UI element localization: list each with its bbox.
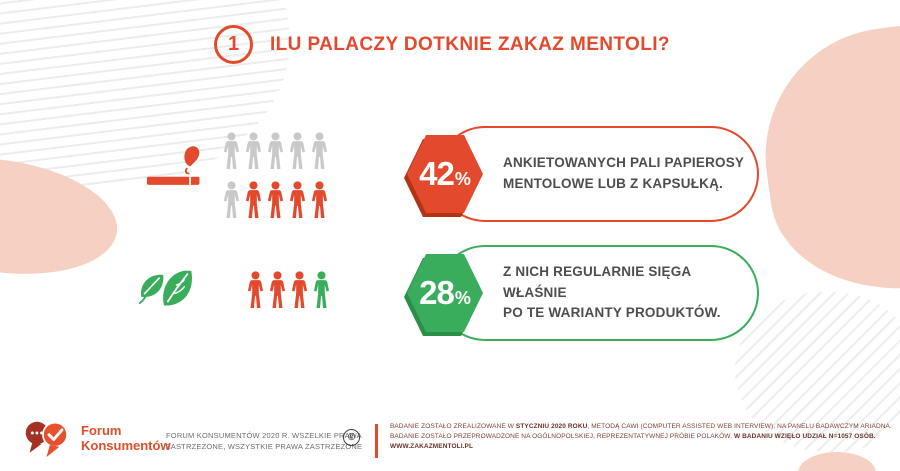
mint-leaves-icon [136,264,206,314]
person-icon-red [267,180,284,220]
percent-label: 28 % [419,274,471,312]
page-title: ILU PALACZY DOTKNIE ZAKAZ MENTOLI? [270,33,670,55]
people-pictogram-28 [247,270,330,310]
person-icon-gray [267,131,284,171]
person-icon-red [247,270,264,310]
percent-hexagon-28: 28 % [404,254,483,336]
stat-text-42: ANKIETOWANYCH PALI PAPIEROSY MENTOLOWE L… [503,155,745,191]
stripes-decoration-bottom-right [735,292,900,452]
research-methodology-text: BADANIE ZOSTAŁO ZREALIZOWANE W STYCZNIU … [390,423,892,450]
person-icon-red [311,180,328,220]
percent-value: 42 [419,155,455,192]
person-icon-red [245,180,262,220]
pink-blob-bottom-right [798,452,876,471]
stat-banner-28: 28 % Z NICH REGULARNIE SIĘGA WŁAŚNIE PO … [404,245,759,341]
cigarette-icon [146,140,204,188]
copyright-icon: © [343,429,360,446]
person-icon-red [291,270,308,310]
person-icon-gray [245,131,262,171]
stat-text-28: Z NICH REGULARNIE SIĘGA WŁAŚNIE PO TE WA… [503,263,721,321]
person-icon-gray [223,180,240,220]
people-pictogram-42 [223,131,328,220]
percent-suffix: % [454,288,471,308]
percent-label: 42 % [419,155,471,193]
person-icon-gray [311,131,328,171]
percent-hexagon-42: 42 % [404,135,483,217]
person-icon-gray [223,131,240,171]
section-number-badge: 1 [214,25,253,64]
logo-speech-bubbles-icon [25,421,68,458]
header: 1 ILU PALACZY DOTKNIE ZAKAZ MENTOLI? [214,25,670,64]
person-icon-red [289,180,306,220]
logo-wordmark: Forum Konsumentów [81,423,171,453]
person-icon-green [313,270,330,310]
percent-suffix: % [454,169,471,189]
pink-blob-right [748,11,900,307]
percent-value: 28 [419,274,455,311]
stat-banner-42: 42 % ANKIETOWANYCH PALI PAPIEROSY MENTOL… [404,126,759,222]
forum-konsumentow-logo: Forum Konsumentów [24,417,171,461]
person-icon-gray [289,131,306,171]
person-icon-red [269,270,286,310]
footer-divider [375,424,378,458]
copyright-text: FORUM KONSUMENTÓW 2020 R. WSZELKIE PRAWA… [166,431,363,451]
